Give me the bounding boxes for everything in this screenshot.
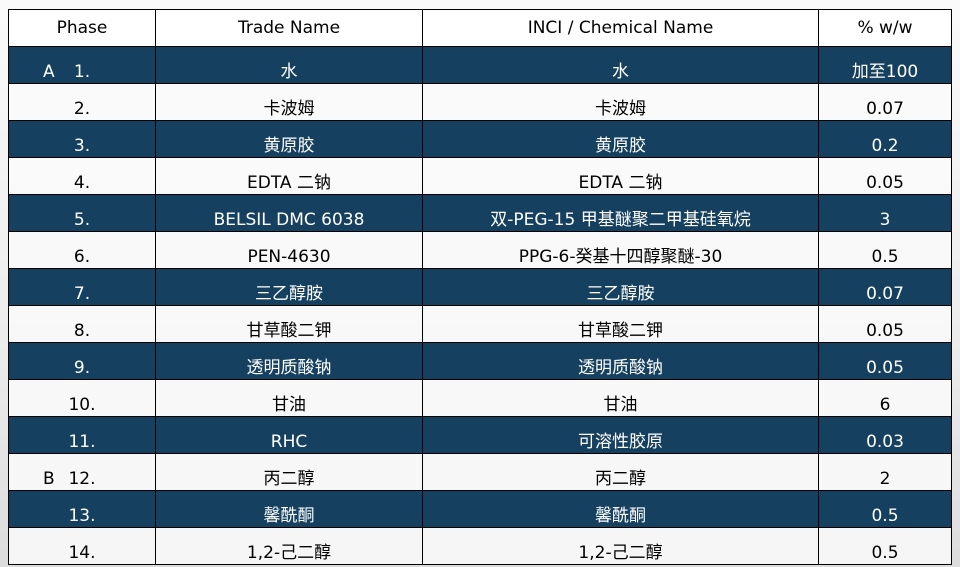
trade-name-cell: 黄原胶: [155, 120, 423, 158]
trade-name-cell: EDTA 二钠: [155, 157, 423, 195]
trade-name-cell: 甘草酸二钾: [155, 305, 423, 343]
phase-cell: 11.: [8, 416, 156, 454]
item-number: 1.: [73, 62, 91, 82]
percent-cell: 0.05: [818, 342, 952, 380]
table-row: B 12. 丙二醇 丙二醇 2: [8, 453, 952, 491]
phase-cell: 10.: [8, 379, 156, 417]
inci-cell: 甘油: [422, 379, 819, 417]
phase-cell: 6.: [8, 231, 156, 269]
percent-cell: 0.5: [818, 527, 952, 565]
inci-cell: 三乙醇胺: [422, 268, 819, 306]
inci-cell: 甘草酸二钾: [422, 305, 819, 343]
inci-cell: 双-PEG-15 甲基醚聚二甲基硅氧烷: [422, 194, 819, 232]
header-row: Phase Trade Name INCI / Chemical Name % …: [8, 9, 952, 47]
inci-cell: 卡波姆: [422, 83, 819, 121]
header-trade-name: Trade Name: [155, 9, 423, 47]
inci-cell: EDTA 二钠: [422, 157, 819, 195]
inci-cell: 1,2-己二醇: [422, 527, 819, 565]
item-number: 11.: [68, 432, 96, 452]
table-row: 6. PEN-4630 PPG-6-癸基十四醇聚醚-30 0.5: [8, 231, 952, 269]
inci-cell: 透明质酸钠: [422, 342, 819, 380]
trade-name-cell: 卡波姆: [155, 83, 423, 121]
inci-cell: 黄原胶: [422, 120, 819, 158]
table-row: 8. 甘草酸二钾 甘草酸二钾 0.05: [8, 305, 952, 343]
table-row: 11. RHC 可溶性胶原 0.03: [8, 416, 952, 454]
phase-cell: 5.: [8, 194, 156, 232]
trade-name-cell: 透明质酸钠: [155, 342, 423, 380]
trade-name-cell: 馨酰酮: [155, 490, 423, 528]
trade-name-cell: 水: [155, 46, 423, 84]
table-row: 3. 黄原胶 黄原胶 0.2: [8, 120, 952, 158]
table-row: 2. 卡波姆 卡波姆 0.07: [8, 83, 952, 121]
phase-cell: 3.: [8, 120, 156, 158]
phase-cell: 2.: [8, 83, 156, 121]
item-number: 10.: [68, 395, 96, 415]
table-row: 5. BELSIL DMC 6038 双-PEG-15 甲基醚聚二甲基硅氧烷 3: [8, 194, 952, 232]
percent-cell: 0.07: [818, 83, 952, 121]
table-row: A 1. 水 水 加至100: [8, 46, 952, 84]
phase-cell: 14.: [8, 527, 156, 565]
item-number: 3.: [73, 136, 91, 156]
item-number: 8.: [73, 321, 91, 341]
item-number: 9.: [73, 358, 91, 378]
header-percent: % w/w: [818, 9, 952, 47]
percent-cell: 0.05: [818, 305, 952, 343]
phase-cell: B 12.: [8, 453, 156, 491]
percent-cell: 加至100: [818, 46, 952, 84]
percent-cell: 0.05: [818, 157, 952, 195]
percent-cell: 2: [818, 453, 952, 491]
phase-cell: 13.: [8, 490, 156, 528]
phase-group: A: [43, 62, 55, 82]
item-number: 13.: [68, 506, 96, 526]
phase-cell: 7.: [8, 268, 156, 306]
percent-cell: 0.5: [818, 231, 952, 269]
inci-cell: 馨酰酮: [422, 490, 819, 528]
percent-cell: 0.2: [818, 120, 952, 158]
percent-cell: 0.5: [818, 490, 952, 528]
percent-cell: 0.07: [818, 268, 952, 306]
header-phase: Phase: [8, 9, 156, 47]
phase-group: B: [43, 469, 55, 489]
trade-name-cell: RHC: [155, 416, 423, 454]
table-row: 7. 三乙醇胺 三乙醇胺 0.07: [8, 268, 952, 306]
table-row: 4. EDTA 二钠 EDTA 二钠 0.05: [8, 157, 952, 195]
formulation-table: Phase Trade Name INCI / Chemical Name % …: [8, 9, 952, 565]
inci-cell: 丙二醇: [422, 453, 819, 491]
item-number: 12.: [68, 469, 96, 489]
inci-cell: 水: [422, 46, 819, 84]
trade-name-cell: PEN-4630: [155, 231, 423, 269]
trade-name-cell: 三乙醇胺: [155, 268, 423, 306]
item-number: 4.: [73, 173, 91, 193]
item-number: 7.: [73, 284, 91, 304]
phase-cell: 8.: [8, 305, 156, 343]
header-inci: INCI / Chemical Name: [422, 9, 819, 47]
table-row: 10. 甘油 甘油 6: [8, 379, 952, 417]
trade-name-cell: 丙二醇: [155, 453, 423, 491]
percent-cell: 6: [818, 379, 952, 417]
phase-cell: 4.: [8, 157, 156, 195]
percent-cell: 3: [818, 194, 952, 232]
phase-cell: A 1.: [8, 46, 156, 84]
percent-cell: 0.03: [818, 416, 952, 454]
item-number: 6.: [73, 247, 91, 267]
item-number: 14.: [68, 543, 96, 563]
table-row: 13. 馨酰酮 馨酰酮 0.5: [8, 490, 952, 528]
phase-cell: 9.: [8, 342, 156, 380]
trade-name-cell: 1,2-己二醇: [155, 527, 423, 565]
item-number: 5.: [73, 210, 91, 230]
item-number: 2.: [73, 99, 91, 119]
inci-cell: 可溶性胶原: [422, 416, 819, 454]
inci-cell: PPG-6-癸基十四醇聚醚-30: [422, 231, 819, 269]
trade-name-cell: 甘油: [155, 379, 423, 417]
table-row: 14. 1,2-己二醇 1,2-己二醇 0.5: [8, 527, 952, 565]
table-row: 9. 透明质酸钠 透明质酸钠 0.05: [8, 342, 952, 380]
trade-name-cell: BELSIL DMC 6038: [155, 194, 423, 232]
